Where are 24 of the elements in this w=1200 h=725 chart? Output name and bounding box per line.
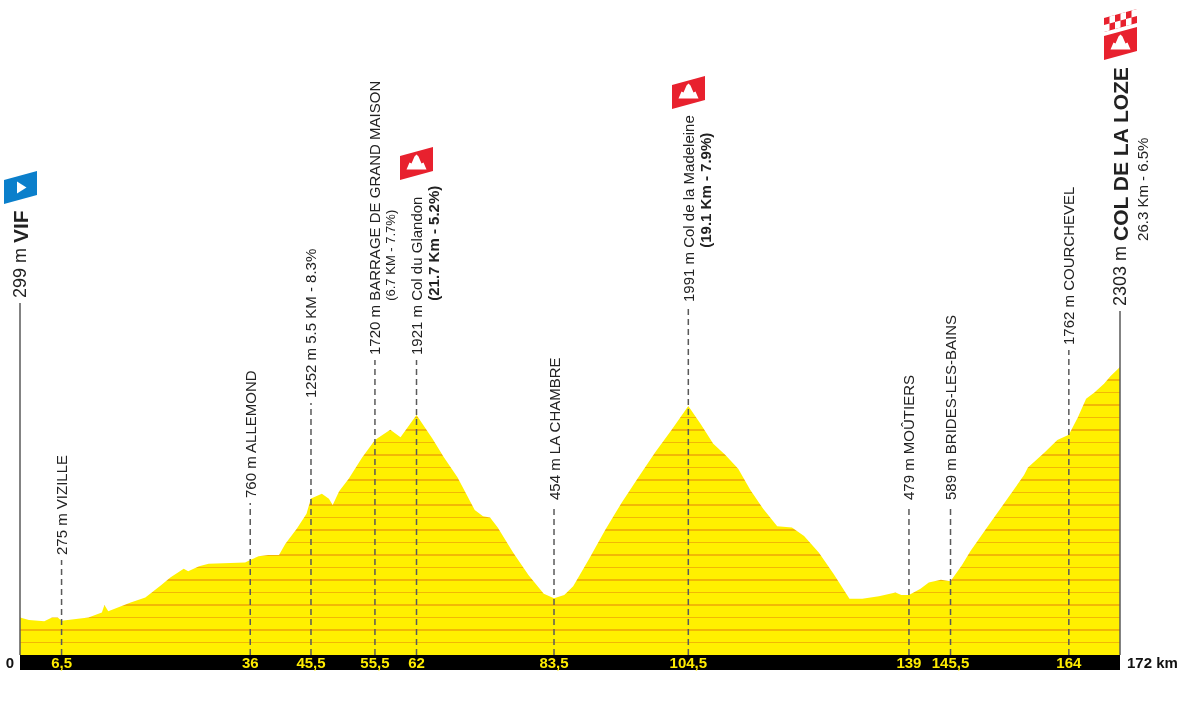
x-tick-label: 6,5 (51, 654, 72, 671)
x-tick-label: 139 (896, 654, 922, 671)
ref-line-label: 479 m MOÛTIERS (900, 374, 918, 500)
ref-line-label: 299 m VIF (8, 210, 32, 298)
ref-line-label: 454 m LA CHAMBRE (545, 357, 563, 500)
x-tick-label: 164 (1056, 654, 1083, 671)
x-tick-label: 45,5 (296, 654, 326, 671)
ref-line-label: 589 m BRIDES-LES-BAINS (942, 314, 960, 500)
x-tick-label: 36 (241, 654, 259, 671)
ref-line-label: 1762 m COURCHEVEL (1060, 186, 1078, 345)
annotation: 172 km (1127, 654, 1178, 671)
x-tick-label: 104,5 (669, 654, 708, 671)
x-tick-label: 55,5 (360, 654, 390, 671)
x-tick-label: 145,5 (931, 654, 970, 671)
x-tick-label: 83,5 (539, 654, 569, 671)
x-tick-label: 62 (408, 654, 425, 671)
ref-line-label: 1720 m BARRAGE DE GRAND MAISON (6.7 KM - 7.7%) (366, 80, 399, 355)
ref-line-label: 1252 m 5.5 KM - 8.3% (302, 248, 320, 398)
annotation: 0 (5, 654, 14, 671)
ref-line-label: 1921 m Col du Glandon (21.7 Km - 5.2%) (408, 185, 443, 355)
ref-line-label: 1991 m Col de la Madeleine (19.1 Km - 7.9%) (679, 115, 714, 302)
ref-line-label: 275 m VIZILLE (53, 454, 71, 555)
ref-line-label: 2303 m COL DE LA LOZE 26.3 Km - 6.5% (1108, 67, 1151, 306)
ref-line-label: 760 m ALLEMOND (241, 370, 259, 498)
